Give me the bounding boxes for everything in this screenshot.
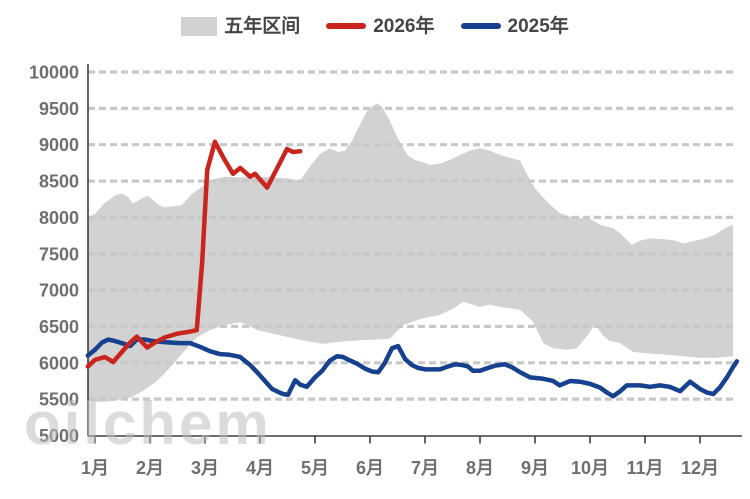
y-axis-label: 5500	[39, 390, 79, 410]
y-axis-label: 10000	[29, 63, 79, 83]
x-axis-label: 8月	[466, 458, 494, 478]
y-axis-label: 6500	[39, 317, 79, 337]
x-axis-label: 11月	[626, 458, 663, 478]
x-axis-label: 1月	[81, 458, 109, 478]
legend-item-five-year-band: 五年区间	[181, 15, 301, 37]
y-axis-label: 9500	[39, 99, 79, 119]
x-axis-label: 12月	[681, 458, 719, 478]
legend-item-2025: 2025年	[460, 15, 569, 37]
legend-label-five-year-band: 五年区间	[224, 15, 301, 37]
x-axis-label: 10月	[571, 458, 609, 478]
y-axis-label: 8000	[39, 208, 79, 228]
series-line-2026年	[85, 139, 303, 369]
y-axis-label: 7000	[39, 281, 79, 301]
legend-label-2025: 2025年	[507, 15, 569, 37]
chart-legend: 五年区间 2026年 2025年	[0, 13, 750, 39]
line-swatch-2026	[326, 23, 367, 29]
x-axis-label: 9月	[521, 458, 549, 478]
y-axis-label: 5000	[39, 426, 79, 446]
legend-label-2026: 2026年	[373, 15, 435, 37]
band-swatch	[181, 16, 218, 36]
x-axis-label: 3月	[191, 458, 219, 478]
x-axis-label: 7月	[411, 458, 439, 478]
x-axis-label: 4月	[246, 458, 274, 478]
y-axis-label: 6000	[39, 353, 79, 373]
x-axis-label: 5月	[301, 458, 329, 478]
x-axis-label: 2月	[136, 458, 164, 478]
line-swatch-2025	[460, 23, 501, 29]
y-axis-label: 7500	[39, 244, 79, 264]
y-axis-label: 8500	[39, 172, 79, 192]
series-line-2025年	[85, 337, 740, 399]
y-axis-label: 9000	[39, 135, 79, 155]
legend-item-2026: 2026年	[326, 15, 435, 37]
x-axis-label: 6月	[356, 458, 384, 478]
